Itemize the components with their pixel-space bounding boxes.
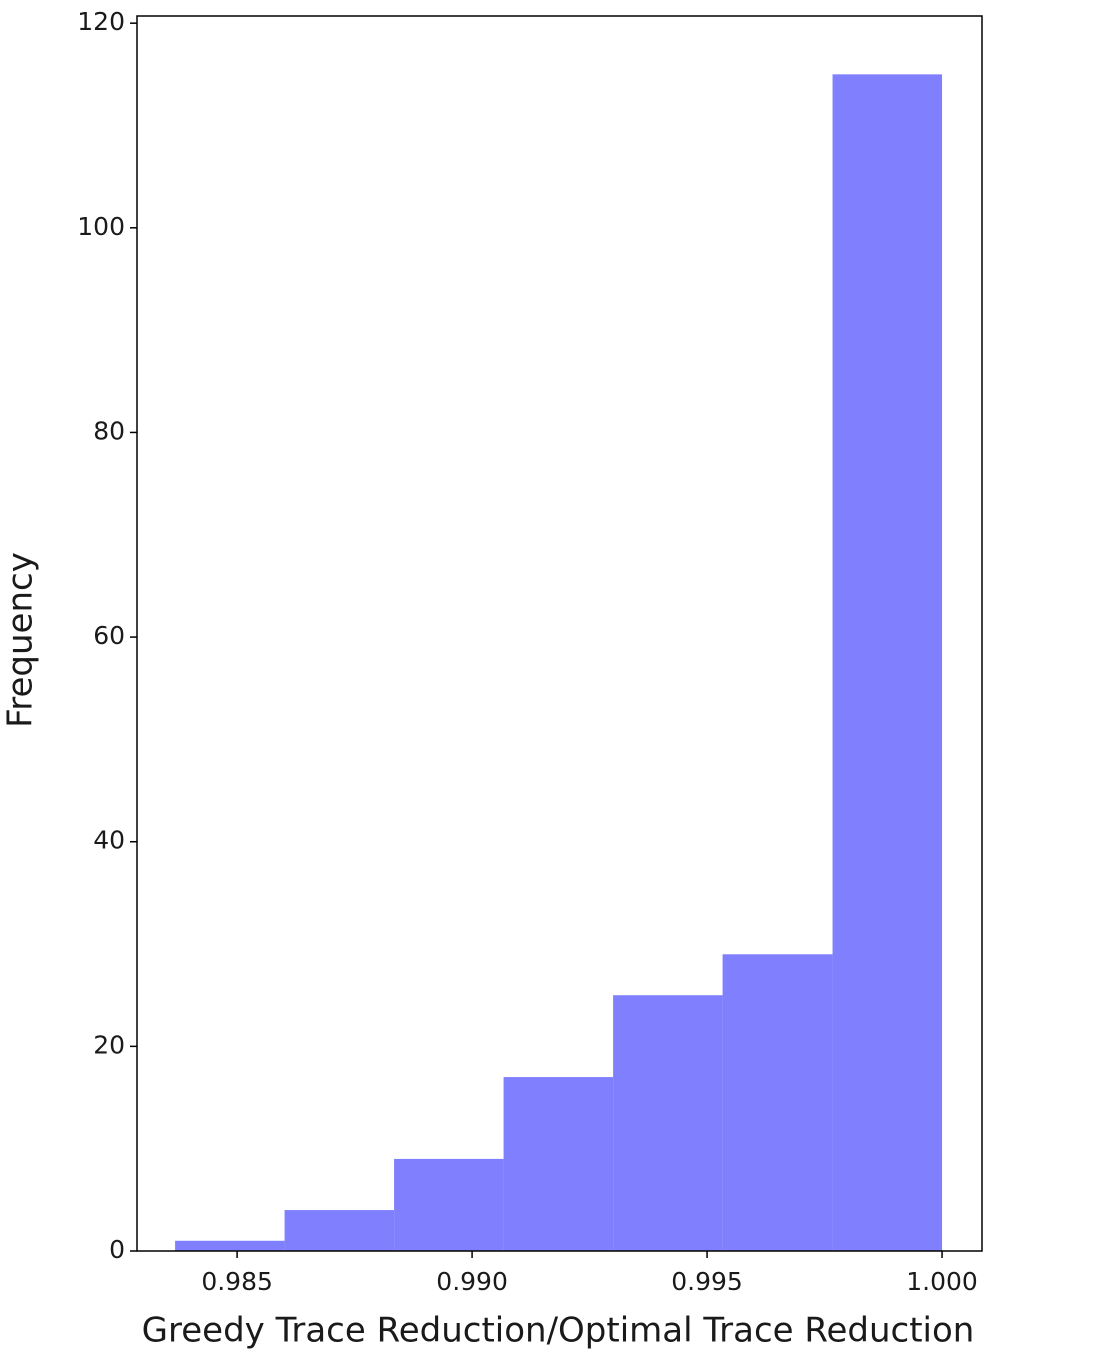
y-tick-label: 120 <box>77 7 125 36</box>
x-axis-label: Greedy Trace Reduction/Optimal Trace Red… <box>142 1311 975 1351</box>
y-tick-label: 40 <box>93 826 125 855</box>
y-tick-label: 60 <box>93 621 125 650</box>
y-tick-label: 100 <box>77 212 125 241</box>
bar <box>284 1210 395 1251</box>
x-tick-label: 0.985 <box>201 1267 273 1296</box>
y-tick-label: 0 <box>109 1235 125 1264</box>
bar <box>175 1240 285 1251</box>
y-tick-label: 80 <box>93 416 125 445</box>
bar <box>394 1158 504 1251</box>
plot-frame <box>136 15 983 1252</box>
y-axis-label: Frequency <box>1 552 41 728</box>
bar <box>722 954 833 1251</box>
x-tick-label: 1.000 <box>906 1267 978 1296</box>
x-tick-label: 0.990 <box>436 1267 508 1296</box>
bar <box>613 995 723 1251</box>
x-tick-label: 0.995 <box>671 1267 743 1296</box>
bar <box>832 74 943 1252</box>
y-tick-label: 20 <box>93 1030 125 1059</box>
bar <box>503 1077 614 1251</box>
